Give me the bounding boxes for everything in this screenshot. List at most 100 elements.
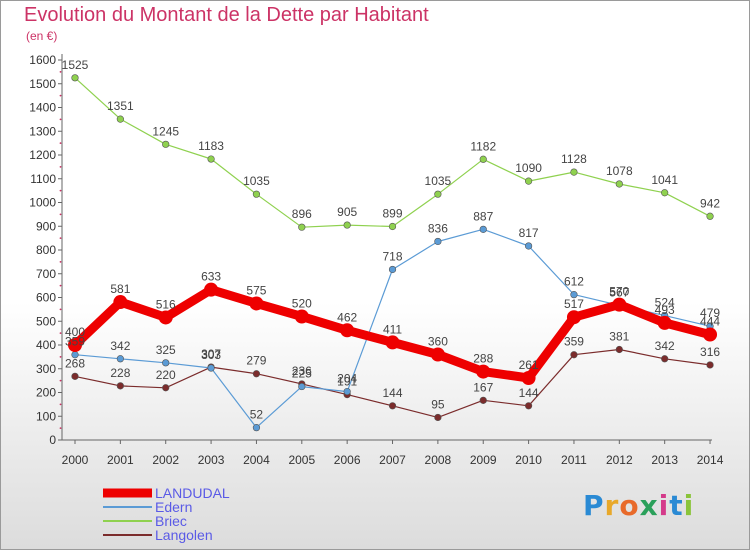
y-tick-label: 1600: [29, 53, 56, 67]
y-tick-label: 100: [36, 409, 56, 423]
data-point: [252, 424, 261, 432]
minor-tick-dot: [59, 427, 62, 430]
x-tick-label: 2007: [379, 453, 406, 467]
data-label: 400: [65, 325, 85, 339]
data-label: 52: [250, 408, 264, 422]
data-label: 1090: [515, 161, 542, 175]
minor-tick-dot: [59, 355, 62, 358]
y-tick-label: 200: [36, 386, 56, 400]
data-label: 570: [609, 285, 629, 299]
x-tick-label: 2004: [243, 453, 270, 467]
minor-tick-dot: [59, 332, 62, 335]
data-label: 359: [65, 335, 85, 349]
data-label: 524: [655, 296, 675, 310]
y-tick-label: 700: [36, 267, 56, 281]
data-point: [71, 372, 79, 380]
data-label: 581: [110, 282, 130, 296]
data-label: 268: [65, 356, 85, 370]
y-tick-label: 1100: [30, 172, 56, 186]
x-tick-label: 2013: [651, 453, 678, 467]
data-label: 444: [700, 315, 720, 329]
data-point: [252, 370, 261, 378]
data-point: [706, 212, 714, 220]
minor-tick-dot: [59, 189, 62, 192]
logo-letter: x: [639, 489, 659, 522]
data-label: 144: [383, 386, 403, 400]
legend-label-langolen: Langolen: [155, 527, 213, 543]
y-tick-label: 800: [36, 243, 56, 257]
data-point: [661, 189, 669, 197]
minor-tick-dot: [59, 142, 62, 145]
data-label: 493: [655, 303, 675, 317]
data-point: [385, 335, 400, 350]
data-point: [479, 155, 487, 163]
data-label: 381: [609, 330, 629, 344]
logo-letter: o: [619, 489, 640, 522]
data-point: [388, 402, 397, 410]
data-point: [252, 190, 261, 198]
data-label: 899: [383, 206, 403, 220]
proxiti-logo: Proxiti: [583, 489, 694, 522]
data-point: [116, 355, 124, 363]
data-label: 1245: [152, 124, 179, 138]
data-point: [566, 310, 581, 325]
minor-tick-dot: [59, 308, 62, 311]
data-point: [570, 291, 578, 299]
data-point: [615, 345, 623, 354]
logo-letter: i: [658, 489, 670, 522]
data-point: [298, 382, 306, 391]
minor-tick-dot: [59, 213, 62, 216]
data-label: 633: [201, 270, 221, 284]
x-tick-label: 2006: [334, 453, 361, 467]
x-tick-label: 2001: [107, 453, 134, 467]
x-tick-label: 2014: [697, 453, 724, 467]
data-label: 204: [337, 372, 357, 386]
data-label: 517: [564, 297, 584, 311]
data-point: [657, 315, 672, 330]
data-label: 1183: [198, 139, 224, 153]
data-point: [113, 295, 128, 310]
y-tick-label: 1300: [29, 124, 56, 138]
data-label: 359: [564, 335, 584, 349]
data-point: [207, 155, 215, 163]
y-tick-label: 1500: [29, 77, 56, 91]
logo-letter: r: [604, 489, 620, 522]
x-tick-label: 2000: [62, 453, 89, 467]
data-point: [204, 282, 219, 297]
data-point: [703, 327, 718, 342]
data-label: 411: [383, 322, 402, 336]
data-point: [343, 221, 351, 229]
data-label: 1035: [243, 174, 270, 188]
minor-tick-dot: [59, 403, 62, 406]
data-point: [524, 177, 533, 185]
legend-label-briec: Briec: [155, 513, 187, 529]
data-point: [612, 297, 627, 312]
data-label: 567: [609, 285, 629, 299]
logo-letter: i: [683, 489, 695, 522]
data-point: [434, 413, 442, 422]
data-label: 167: [473, 380, 493, 394]
data-point: [476, 364, 491, 379]
data-point: [162, 140, 170, 148]
data-labels: 400 581 516 633 575 520 462 411 360 288 261 517 570 4…: [62, 58, 721, 422]
data-label: 520: [292, 297, 312, 311]
series-layer: [68, 74, 718, 432]
data-label: 1351: [107, 99, 134, 113]
y-tick-label: 300: [36, 362, 56, 376]
data-label: 1128: [561, 152, 587, 166]
legend-label-edern: Edern: [155, 499, 192, 515]
x-tick-label: 2010: [515, 453, 542, 467]
data-label: 817: [519, 226, 539, 240]
x-tick-label: 2003: [198, 453, 225, 467]
data-point: [430, 347, 445, 362]
data-label: 462: [337, 310, 357, 324]
data-point: [249, 296, 264, 311]
chart-subtitle: (en €): [26, 29, 58, 43]
data-label: 718: [383, 249, 403, 263]
chart-title: Evolution du Montant de la Dette par Hab…: [24, 4, 429, 26]
data-label: 1035: [425, 174, 452, 188]
data-label: 1078: [606, 164, 633, 178]
data-point: [71, 74, 79, 82]
